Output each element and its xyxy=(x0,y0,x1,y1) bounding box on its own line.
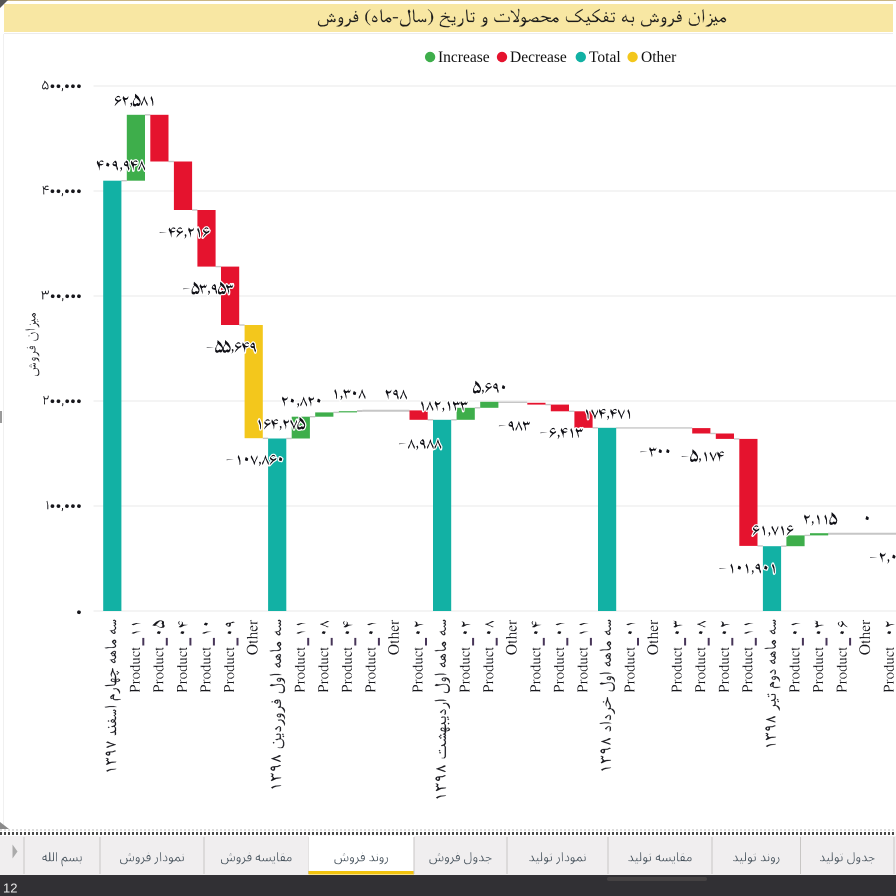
svg-text:Decrease: Decrease xyxy=(510,49,567,66)
svg-text:12: 12 xyxy=(3,881,17,896)
svg-text:Increase: Increase xyxy=(438,49,490,66)
svg-text:Total: Total xyxy=(589,49,621,66)
svg-text:Other: Other xyxy=(641,49,677,66)
